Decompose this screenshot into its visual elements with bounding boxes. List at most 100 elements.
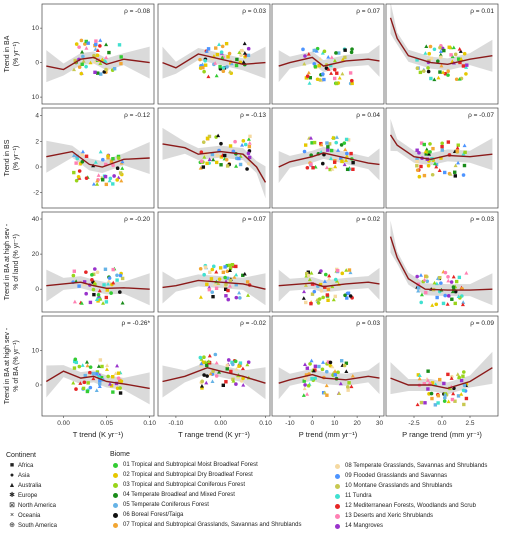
biome-item: 10 Montane Grasslands and Shrublands [332,481,514,491]
data-point [344,369,349,374]
data-point [417,174,422,179]
data-point [308,76,312,80]
data-point [303,376,308,381]
data-point [80,62,84,67]
data-point [309,162,313,166]
panel-frame [41,211,155,313]
data-point [98,38,103,42]
data-point [199,383,204,388]
data-point [101,178,105,182]
data-point [79,38,84,43]
data-point [118,273,123,278]
data-point [111,280,116,285]
data-point [81,54,85,59]
data-point [344,361,349,365]
data-point [88,60,93,65]
biome-dot [335,483,340,489]
data-point [232,275,237,279]
y-tick-label: 40 [32,216,40,223]
data-point [101,301,106,305]
panel-plot-area [272,212,384,312]
data-point [99,375,104,380]
data-point [432,77,437,82]
data-point [103,59,108,63]
data-point [302,149,307,154]
data-point [93,70,97,75]
data-point [348,71,353,75]
data-point [225,363,230,368]
data-point [449,376,454,380]
fit-curve [389,236,493,291]
biome-item: 01 Tropical and Subtropical Moist Broadl… [110,460,330,470]
data-point [85,363,90,368]
data-point [436,75,441,80]
data-point [106,278,111,283]
x-tick-label: 2.5 [465,420,474,427]
data-point [203,360,208,364]
fit-curve [46,56,150,71]
data-point [430,381,435,385]
data-point [425,279,430,284]
data-point [117,43,122,47]
data-point [77,169,82,173]
data-point [441,70,446,74]
data-point [451,45,456,50]
data-point [93,267,97,271]
data-point [95,178,100,183]
data-point [351,167,355,172]
data-point [200,379,205,384]
data-point [351,160,355,165]
biome-legend-col1: Biome 01 Tropical and Subtropical Moist … [110,451,330,530]
data-point [338,381,343,386]
data-point [303,362,308,366]
data-point [231,362,235,367]
data-point [429,391,434,396]
data-point [77,364,82,369]
data-point [203,265,208,269]
data-point [79,301,84,305]
data-point [322,390,327,395]
data-point [201,65,205,70]
data-point [104,300,109,304]
biome-dot [113,512,118,518]
panel-background [272,316,384,416]
data-point [221,383,225,388]
data-point [345,151,349,156]
panel-frame [385,3,499,105]
data-point [203,59,208,63]
fit-curve [46,281,150,290]
data-point [105,288,110,292]
data-point [234,63,239,68]
panel-plot-area [42,108,154,208]
data-point [310,377,314,381]
data-point [96,364,101,368]
continent-item-north-america: ⊠ North America [6,501,57,511]
data-point [241,139,246,143]
data-point [348,294,353,298]
data-point [336,148,341,152]
data-point [426,163,431,168]
data-point [415,66,420,71]
data-point [95,71,100,75]
data-point [319,289,324,293]
x-tick-label: 10 [331,420,339,427]
data-point [223,287,228,291]
data-point [432,47,437,52]
data-point [415,148,419,152]
continent-label: Australia [18,483,42,489]
data-point [331,135,336,140]
data-point [451,274,456,279]
data-point [118,171,123,175]
data-point [464,396,469,401]
data-point [202,272,206,277]
data-point [106,374,110,379]
data-point [88,365,93,369]
continent-item-south-america: ⊕ South America [6,521,57,531]
data-point [94,42,98,47]
data-point [337,75,342,80]
data-point [202,355,206,360]
data-point [231,377,235,382]
data-point [434,164,439,169]
data-point [306,70,311,75]
confidence-band [390,4,493,72]
